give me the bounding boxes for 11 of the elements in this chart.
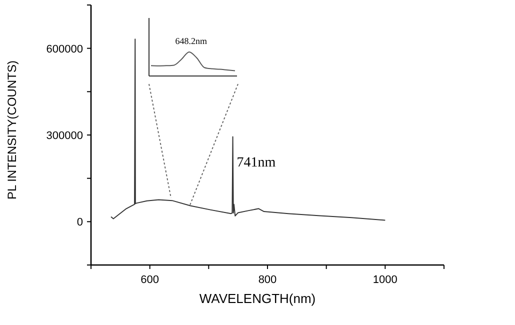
x-tick-label: 600 — [140, 274, 160, 286]
x-tick-label: 1000 — [372, 274, 398, 286]
x-axis-title: WAVELENGTH(nm) — [199, 291, 316, 306]
y-tick-label: 0 — [76, 216, 83, 229]
y-tick-label: 600000 — [46, 43, 83, 56]
y-tick-label: 300000 — [46, 130, 83, 142]
annotation: 648.2nm — [175, 36, 208, 46]
x-tick-label: 800 — [258, 274, 277, 286]
line-series — [110, 38, 386, 221]
y-axis-title: PL INTENSITY(COUNTS) — [5, 60, 19, 200]
annotation: 741nm — [236, 156, 276, 171]
